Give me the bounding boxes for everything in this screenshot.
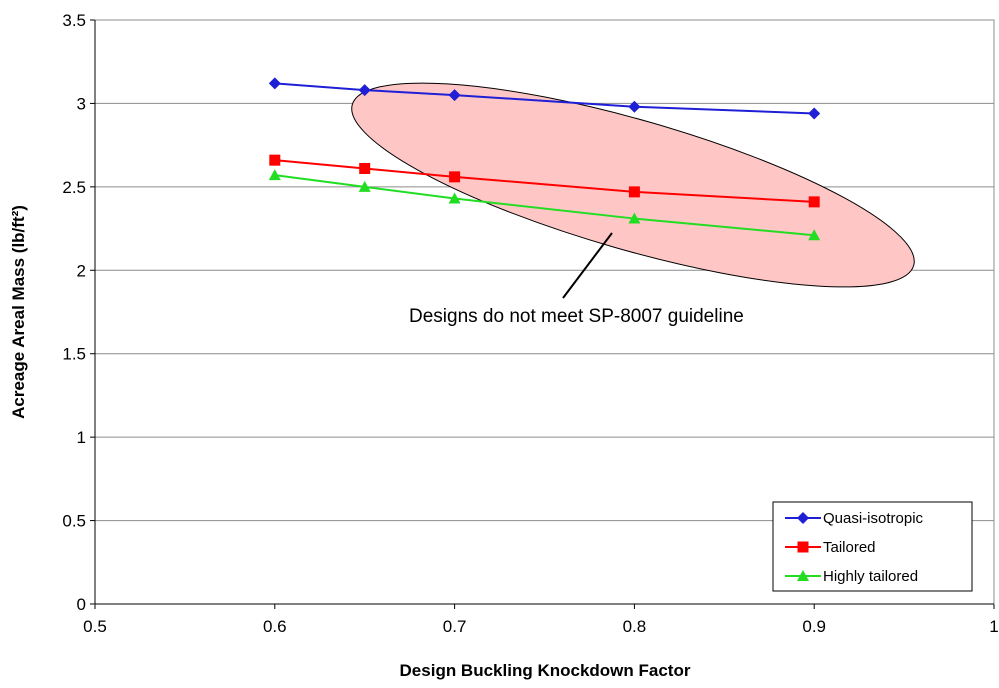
y-tick-label: 3.5	[62, 11, 86, 30]
annotation-leader-line	[562, 232, 613, 299]
legend-marker	[797, 541, 809, 553]
series-quasi-isotropic	[268, 77, 821, 120]
y-tick-label: 3	[77, 94, 86, 113]
x-tick-label: 0.9	[802, 617, 826, 636]
series-tailored	[269, 154, 820, 208]
data-point	[628, 186, 640, 198]
annotation-label: Designs do not meet SP-8007 guideline	[409, 306, 744, 327]
y-tick-label: 0.5	[62, 512, 86, 531]
data-point	[808, 229, 821, 241]
y-axis-title: Acreage Areal Mass (lb/ft²)	[9, 205, 28, 419]
data-point	[268, 169, 281, 181]
axes	[90, 19, 995, 609]
legend-label: Tailored	[823, 539, 876, 556]
series-layer	[268, 77, 821, 241]
data-point	[359, 163, 371, 175]
y-tick-label: 1.5	[62, 345, 86, 364]
legend-marker	[797, 570, 809, 581]
x-tick-label: 1	[989, 617, 998, 636]
non-compliant-region	[351, 82, 915, 288]
x-tick-label: 0.5	[83, 617, 107, 636]
series-highly-tailored	[268, 169, 821, 241]
data-point	[808, 107, 821, 120]
x-tick-label: 0.7	[443, 617, 467, 636]
data-point	[269, 154, 281, 166]
x-tick-label: 0.8	[623, 617, 647, 636]
legend: Quasi-isotropic Tailored Highly tailored	[772, 501, 973, 592]
data-point	[808, 196, 820, 208]
y-tick-label: 0	[77, 595, 86, 614]
data-point	[628, 100, 641, 113]
data-point	[358, 84, 371, 97]
y-tick-label: 2.5	[62, 178, 86, 197]
x-tick-label: 0.6	[263, 617, 287, 636]
data-point	[268, 77, 281, 90]
legend-label: Highly tailored	[823, 568, 918, 585]
legend-label: Quasi-isotropic	[823, 510, 924, 527]
data-point	[448, 192, 461, 204]
data-point	[448, 89, 461, 102]
data-point	[358, 180, 371, 192]
tick-labels: 0 0.5 1 1.5 2 2.5 3 3.5 0.5 0.6 0.7 0.8 0.9 1	[62, 11, 998, 636]
y-tick-label: 2	[77, 261, 86, 280]
legend-marker	[797, 512, 809, 524]
data-point	[628, 212, 641, 224]
x-axis-title: Design Buckling Knockdown Factor	[400, 661, 691, 680]
data-point	[449, 171, 461, 183]
y-tick-label: 1	[77, 428, 86, 447]
